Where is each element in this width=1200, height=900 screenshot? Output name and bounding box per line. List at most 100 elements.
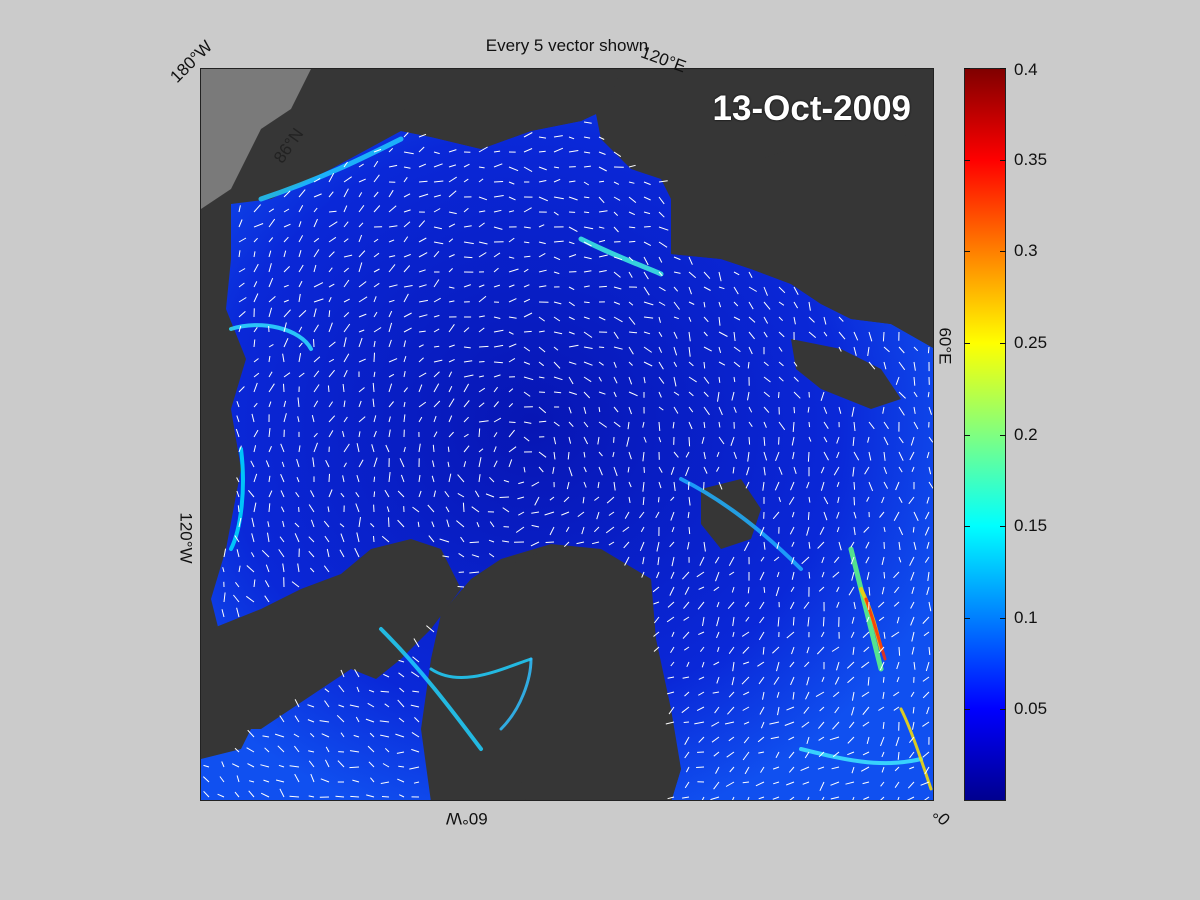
drift-vector [613,376,618,384]
drift-vector [907,781,915,789]
drift-vector [895,736,900,747]
drift-vector [280,490,285,498]
drift-vector [260,764,270,768]
drift-vector [433,328,440,333]
drift-vector [566,481,570,490]
drift-vector [283,309,291,318]
drift-vector [297,416,300,423]
drift-vector [613,406,619,413]
drift-vector [773,676,780,685]
drift-vector [384,747,390,753]
drift-vector [622,526,630,533]
drift-vector [433,345,440,348]
lon-label-0: 0° [929,803,955,829]
drift-vector [463,346,471,349]
drift-vector [658,286,666,292]
drift-vector [298,326,303,333]
drift-vector [403,312,412,318]
land-eurasia-northeast [671,129,933,348]
drift-vector [489,476,495,483]
drift-vector [658,211,665,218]
drift-vector [613,391,617,398]
drift-vector [803,601,810,609]
drift-vector [703,391,709,397]
drift-vector [433,208,441,213]
drift-vector [350,795,360,798]
drift-vector [583,241,592,247]
drift-vector [733,376,736,383]
drift-vector [748,346,753,355]
drift-vector [880,781,885,787]
drift-vector [508,429,515,438]
drift-vector [907,796,915,800]
drift-vector [688,346,691,357]
drift-vector [448,371,453,378]
drift-vector [478,345,489,348]
drift-vector [763,376,771,383]
drift-vector [838,331,846,340]
drift-vector [922,721,930,727]
drift-vector [448,358,455,363]
drift-vector [748,421,753,427]
drift-vector [598,346,605,348]
drift-vector [294,745,300,753]
drift-vector [253,293,259,303]
drift-vector [460,536,465,543]
drift-vector [853,346,857,356]
drift-vector [411,748,420,753]
drift-vector [881,496,885,504]
drift-vector [313,308,317,318]
drift-vector [817,541,825,549]
drift-vector [847,676,855,684]
drift-vector [313,298,324,303]
drift-vector [759,616,765,624]
drift-vector [762,691,765,700]
drift-vector [760,766,765,773]
drift-vector [418,384,423,393]
drift-vector [403,221,411,228]
drift-vector [418,269,426,273]
drift-vector [748,331,755,340]
drift-vector [898,361,906,371]
drift-vector [358,234,363,243]
drift-vector [613,181,620,185]
drift-vector [445,506,450,513]
drift-vector [628,226,636,229]
drift-vector [807,616,810,627]
drift-vector [913,391,918,398]
drift-vector [323,565,330,573]
drift-vector [373,296,377,303]
drift-vector [493,446,497,453]
drift-vector [836,511,840,519]
drift-vector [642,421,645,428]
drift-vector [789,526,795,535]
drift-vector [868,481,874,492]
drift-vector [403,132,409,138]
drift-vector [926,496,930,504]
drift-vector [703,316,709,323]
colorbar-tick-label: 0.05 [1014,699,1048,719]
drift-vector [653,601,660,605]
drift-vector [703,346,712,352]
drift-vector [323,520,330,528]
drift-vector [328,172,335,183]
drift-vector [923,631,930,637]
drift-vector [238,268,246,273]
drift-vector [788,736,795,741]
drift-vector [294,699,300,708]
drift-vector [403,166,411,169]
drift-vector [478,284,485,288]
drift-vector [643,271,649,280]
drift-vector [418,237,427,243]
drift-vector [296,458,300,468]
drift-vector [538,420,547,423]
drift-vector [456,520,465,528]
drift-vector [313,370,320,378]
drift-vector [236,607,240,618]
drift-vector [418,416,423,423]
drift-vector [773,556,780,562]
drift-vector [202,776,210,783]
drift-vector [760,721,765,729]
drift-vector [732,616,735,627]
drift-vector [538,285,547,288]
